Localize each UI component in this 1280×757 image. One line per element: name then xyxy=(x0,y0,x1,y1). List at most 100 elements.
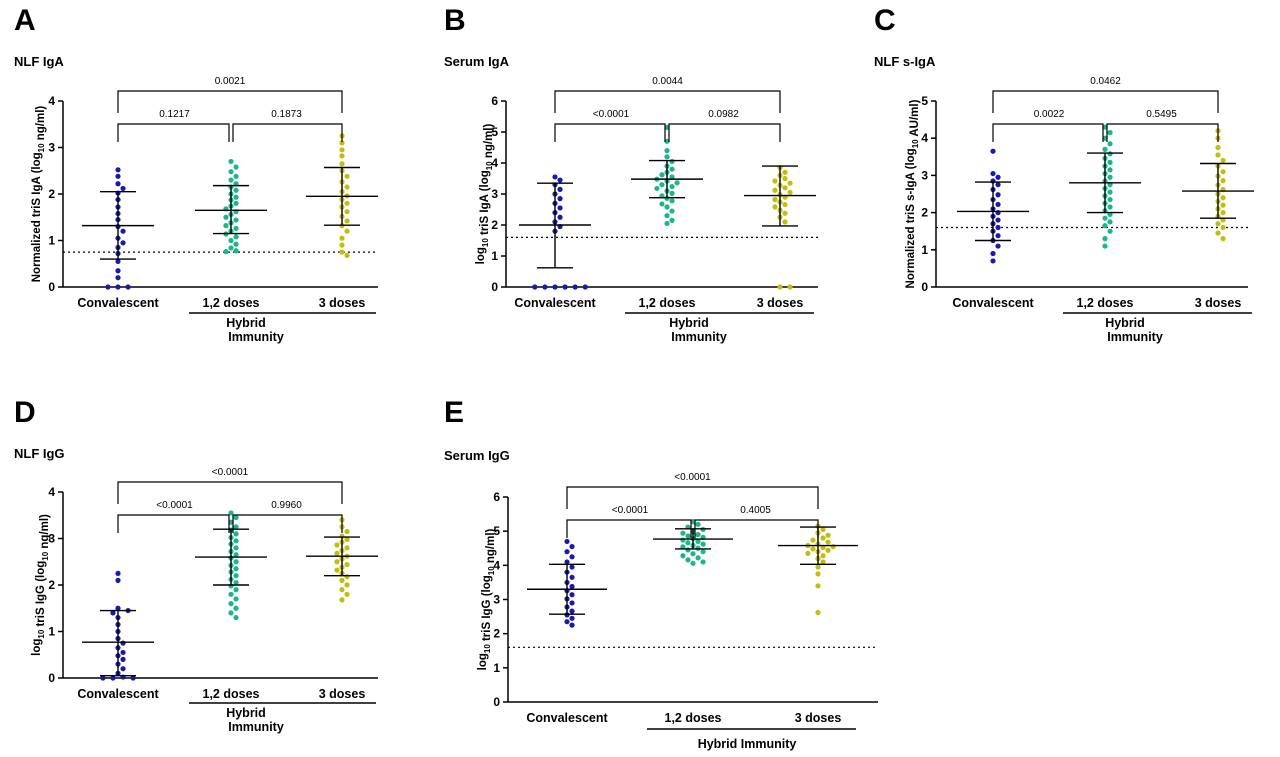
series-doses3 xyxy=(744,165,816,290)
x-category-label: 1,2 doses xyxy=(203,296,260,310)
group-label: Immunity xyxy=(228,720,284,734)
panel-letter: D xyxy=(14,396,36,429)
y-axis-label: Normalized triS s-IgA (log10 AU/ml) xyxy=(905,99,921,288)
data-point xyxy=(820,559,826,565)
y-tick-label: 4 xyxy=(48,485,55,499)
y-tick-label: 2 xyxy=(491,218,498,232)
data-point xyxy=(1102,135,1108,141)
panel-title: NLF IgG xyxy=(14,446,65,461)
y-tick-label: 0 xyxy=(491,280,498,294)
series-doses12 xyxy=(195,158,267,255)
p-value-label: 0.5495 xyxy=(1146,109,1177,120)
data-point xyxy=(1107,189,1113,195)
x-category-label: 3 doses xyxy=(319,687,366,701)
data-point xyxy=(995,174,1001,180)
y-tick-label: 2 xyxy=(493,627,500,641)
data-point xyxy=(664,154,670,160)
data-point xyxy=(228,177,234,183)
data-point xyxy=(228,237,234,244)
data-point xyxy=(339,597,345,603)
data-point xyxy=(344,545,350,551)
data-point xyxy=(1102,236,1108,242)
data-point xyxy=(685,533,691,539)
x-category-label: Convalescent xyxy=(77,687,159,701)
data-point xyxy=(830,543,836,550)
data-point xyxy=(810,546,816,552)
bracket-line xyxy=(232,123,343,142)
data-point xyxy=(995,192,1001,198)
data-point xyxy=(820,535,826,541)
data-point xyxy=(223,223,229,229)
bracket-line xyxy=(694,519,819,538)
p-value-label: 0.1873 xyxy=(271,109,302,120)
data-point xyxy=(1107,167,1113,173)
data-point xyxy=(334,567,340,573)
bracket-line xyxy=(117,514,230,533)
data-point xyxy=(339,587,345,593)
y-tick-label: 4 xyxy=(491,156,498,170)
group-label: Hybrid xyxy=(226,316,266,330)
group-label: Hybrid xyxy=(669,316,709,330)
data-point xyxy=(695,538,701,545)
data-point xyxy=(130,675,136,681)
data-point xyxy=(995,182,1001,188)
data-point xyxy=(787,284,793,290)
x-category-label: Convalescent xyxy=(952,296,1034,310)
data-point xyxy=(995,224,1001,231)
comparison-bracket: 0.0044 xyxy=(554,76,781,113)
panel-letter: C xyxy=(874,4,896,37)
p-value-label: <0.0001 xyxy=(156,500,193,511)
data-point xyxy=(669,208,675,214)
data-point xyxy=(990,148,996,154)
data-point xyxy=(1215,230,1221,236)
x-category-label: Convalescent xyxy=(77,296,159,310)
comparison-bracket: 0.0982 xyxy=(668,109,781,142)
data-point xyxy=(659,182,665,188)
data-point xyxy=(228,158,234,165)
group-label: Immunity xyxy=(1107,330,1163,344)
data-point xyxy=(1107,228,1113,234)
data-point xyxy=(685,540,691,546)
data-point xyxy=(659,201,665,207)
data-point xyxy=(564,559,570,565)
data-point xyxy=(669,166,675,172)
data-point xyxy=(685,547,691,553)
y-tick-label: 3 xyxy=(48,141,55,155)
panel-letter: B xyxy=(444,4,466,37)
data-point xyxy=(1107,219,1113,225)
data-point xyxy=(569,543,575,550)
data-point xyxy=(810,537,816,543)
data-point xyxy=(1220,202,1226,208)
panel-title: NLF s-IgA xyxy=(874,54,936,69)
data-point xyxy=(233,605,239,611)
p-value-label: 0.0021 xyxy=(215,76,246,87)
data-point xyxy=(569,622,575,628)
data-point xyxy=(120,240,126,246)
data-point xyxy=(990,250,996,257)
series-doses3 xyxy=(306,133,378,258)
bracket-line xyxy=(117,481,343,504)
data-point xyxy=(695,521,701,527)
data-point xyxy=(690,560,696,566)
bracket-line xyxy=(117,90,343,113)
data-point xyxy=(233,552,239,558)
data-point xyxy=(825,539,831,545)
x-category-label: 3 doses xyxy=(319,296,366,310)
data-point xyxy=(772,187,778,193)
data-point xyxy=(995,201,1001,208)
data-point xyxy=(1107,196,1113,203)
bracket-line xyxy=(992,90,1219,113)
series-convalescent xyxy=(527,538,607,628)
data-point xyxy=(825,547,831,553)
panel-letter: E xyxy=(444,396,464,429)
comparison-bracket: 0.4005 xyxy=(694,505,819,538)
data-point xyxy=(552,174,558,180)
data-point xyxy=(777,284,783,290)
comparison-bracket: 0.1873 xyxy=(232,109,343,142)
data-point xyxy=(228,519,234,525)
data-point xyxy=(820,553,826,559)
data-point xyxy=(664,124,670,130)
data-point xyxy=(569,583,575,590)
p-value-label: <0.0001 xyxy=(674,472,711,483)
data-point xyxy=(690,519,696,525)
